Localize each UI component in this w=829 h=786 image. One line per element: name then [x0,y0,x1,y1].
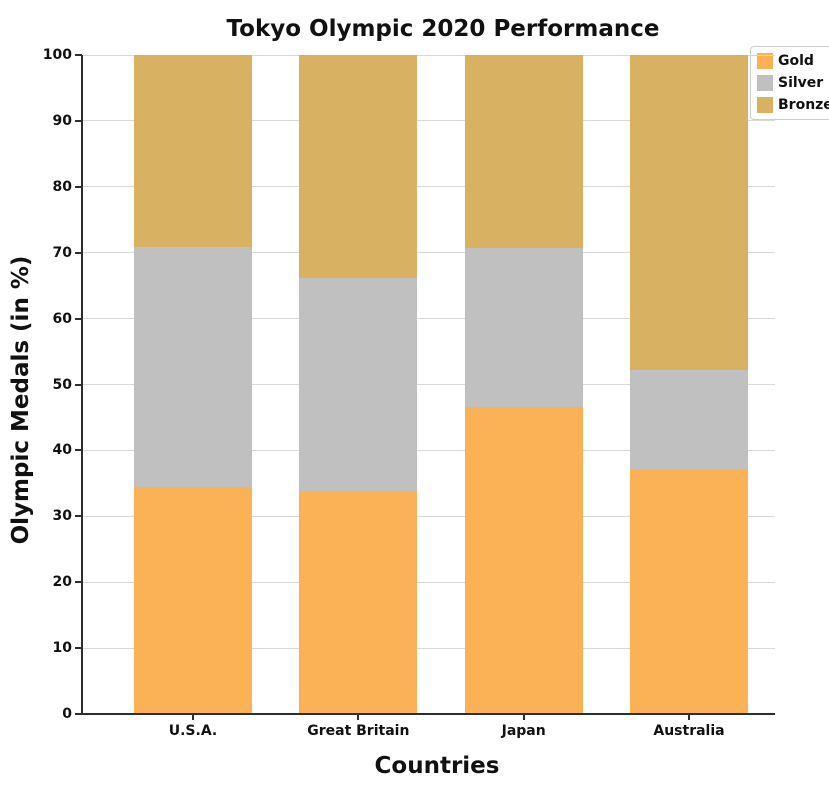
y-tick-label-10: 10 [52,640,72,657]
bar-japan-gold [464,406,583,714]
gridline-y50 [82,384,775,385]
bar-great-britain-silver [299,278,418,492]
chart-title: Tokyo Olympic 2020 Performance [226,16,660,42]
y-tick-10 [75,647,82,650]
y-tick-80 [75,185,82,188]
legend: Gold Silver Bronze [750,46,829,120]
legend-label-bronze: Bronze [778,97,829,113]
legend-label-silver: Silver [778,75,824,91]
x-tick-1 [357,714,360,720]
gridline-y60 [82,318,775,320]
y-tick-label-70: 70 [52,244,72,261]
gridline-y70 [82,252,775,254]
bar-australia-bronze [629,55,748,370]
gridline-y10 [82,647,775,649]
y-tick-60 [75,317,82,320]
gridline-y80 [82,186,775,188]
y-tick-label-60: 60 [52,310,72,327]
gridline-y40 [82,449,775,451]
y-tick-30 [75,515,82,518]
bar-japan-bronze [464,55,583,249]
legend-item-gold: Gold [757,53,829,69]
x-axis-label: Countries [374,753,500,779]
y-tick-0 [75,713,82,715]
y-tick-label-40: 40 [52,442,72,459]
y-tick-20 [75,581,82,584]
bar-australia-silver [629,370,748,471]
legend-swatch-gold [757,53,773,69]
bar-great-britain-gold [299,491,418,714]
y-tick-label-50: 50 [52,376,72,393]
gridline-y100 [82,54,775,56]
y-tick-label-100: 100 [42,47,72,63]
bar-great-britain-bronze [299,55,418,279]
x-tick-label-3: Australia [653,723,725,739]
gridline-y90 [82,120,775,122]
y-tick-90 [75,119,82,122]
y-tick-70 [75,251,82,254]
x-tick-2 [522,714,525,720]
y-axis-label: Olympic Medals (in %) [8,255,34,545]
x-tick-label-1: Great Britain [307,723,410,739]
legend-item-bronze: Bronze [757,97,829,113]
y-tick-label-30: 30 [52,508,72,525]
legend-swatch-silver [757,75,773,91]
x-tick-3 [687,714,690,720]
y-tick-50 [75,383,82,386]
y-tick-label-0: 0 [62,706,72,722]
y-tick-100 [75,54,82,56]
bar-u-s-a--bronze [134,55,252,248]
x-tick-0 [192,714,194,720]
gridline-y30 [82,515,775,517]
x-tick-label-0: U.S.A. [168,723,218,739]
legend-item-silver: Silver [757,75,829,91]
gridline-y20 [82,581,775,583]
y-tick-40 [75,449,82,452]
x-tick-label-2: Japan [501,723,546,739]
x-axis-spine [81,713,775,715]
y-tick-label-20: 20 [52,574,72,591]
y-tick-label-80: 80 [52,178,72,195]
legend-label-gold: Gold [778,53,814,69]
bar-u-s-a--silver [134,247,252,487]
y-axis-spine [81,55,83,714]
bar-japan-silver [464,248,583,407]
bar-u-s-a--gold [134,486,252,714]
y-tick-label-90: 90 [52,112,72,129]
bar-australia-gold [629,470,748,714]
legend-swatch-bronze [757,97,773,113]
